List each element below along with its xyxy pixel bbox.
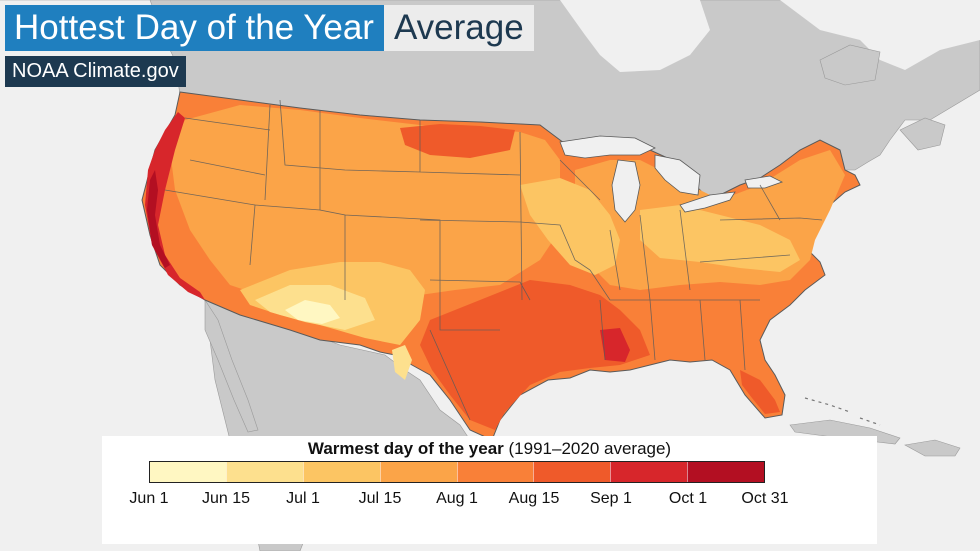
legend-swatch	[302, 462, 380, 482]
legend-swatch	[150, 462, 226, 482]
legend-title: Warmest day of the year (1991–2020 avera…	[102, 438, 877, 460]
zone-oct1-coast	[147, 170, 170, 268]
legend-tick-label: Jun 1	[129, 490, 169, 507]
state-borders	[164, 99, 823, 421]
lake-michigan	[611, 159, 641, 223]
legend-swatch	[533, 462, 611, 482]
legend-tick-label: Jun 15	[201, 490, 251, 507]
page-subtitle: Average	[383, 5, 534, 51]
legend-title-rest: (1991–2020 average)	[503, 439, 672, 458]
legend-swatch	[687, 462, 764, 482]
legend-tick-label: Aug 1	[436, 490, 478, 507]
source-credit: NOAA Climate.gov	[5, 56, 186, 87]
legend-tick-label: Sep 1	[590, 490, 632, 507]
legend-tick-label: Jul 1	[286, 490, 320, 507]
zone-jun15-texas	[392, 345, 412, 380]
legend-swatch	[379, 462, 457, 482]
lake-huron	[654, 154, 701, 196]
title-row: Hottest Day of the Year Average	[5, 5, 534, 51]
bahamas	[804, 397, 881, 426]
arctic-water	[780, 0, 980, 70]
legend-swatch	[225, 462, 303, 482]
legend-title-bold: Warmest day of the year	[307, 439, 504, 458]
legend-color-bar	[149, 461, 765, 483]
lake-ontario	[744, 175, 784, 189]
zone-sep1-delta	[600, 328, 630, 362]
hudson-bay	[560, 0, 710, 72]
legend-tick-label: Aug 15	[508, 490, 560, 507]
zone-jul1-midwest	[520, 178, 620, 275]
zone-aug15-south	[420, 280, 650, 430]
hispaniola	[904, 439, 961, 457]
legend-ticks: Jun 1 Jun 15 Jul 1 Jul 15 Aug 1 Aug 15 Sep 1 Oc…	[102, 490, 877, 514]
legend-tick-label: Oct 1	[668, 490, 708, 507]
page-title: Hottest Day of the Year	[5, 5, 384, 51]
zone-jul1-ohio	[640, 205, 800, 272]
baja-california	[204, 298, 259, 433]
zone-aug15-florida	[740, 370, 780, 414]
legend-tick-label: Oct 31	[741, 490, 789, 507]
zone-jun1-sw	[285, 300, 340, 324]
northern-island	[819, 44, 881, 86]
newfoundland	[899, 117, 946, 151]
lake-superior	[559, 135, 656, 159]
legend-swatch	[610, 462, 688, 482]
zone-aug15-northplains	[400, 124, 515, 158]
lake-erie	[679, 191, 736, 213]
legend-swatch	[456, 462, 534, 482]
legend: Warmest day of the year (1991–2020 avera…	[102, 436, 877, 544]
legend-tick-label: Jul 15	[358, 490, 402, 507]
